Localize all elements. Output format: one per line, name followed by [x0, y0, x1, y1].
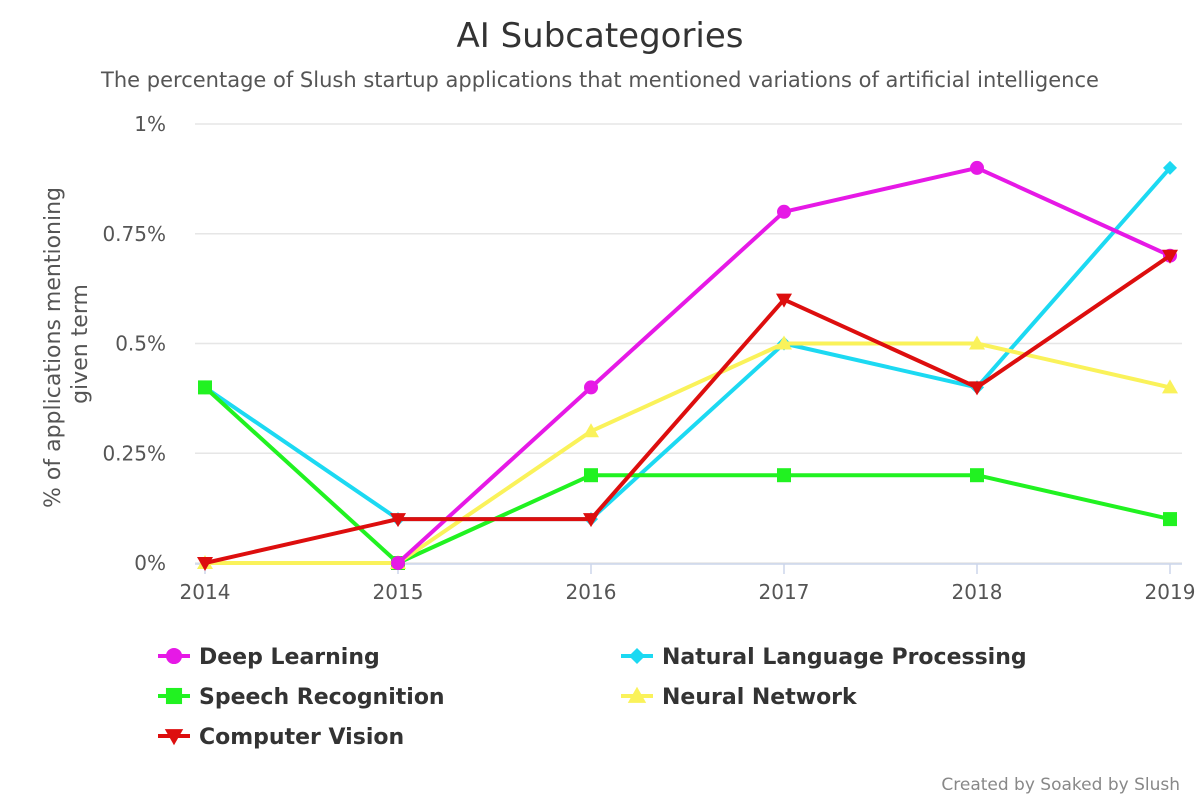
point-deep-learning-2018[interactable] [970, 160, 984, 175]
y-axis-label: % of applications mentioning given term [41, 180, 93, 508]
series-deep-learning [391, 160, 1177, 570]
point-deep-learning-2015[interactable] [391, 556, 405, 570]
series-group [197, 160, 1178, 571]
legend-marker-computer-vision[interactable] [164, 729, 184, 746]
series-line-speech-recognition[interactable] [203, 385, 1172, 565]
legend-marker-neural-network[interactable] [627, 686, 647, 703]
legend-marker-deep-learning[interactable] [165, 647, 183, 665]
point-computer-vision-2018[interactable] [969, 381, 985, 396]
legend-item-natural-language-processing[interactable]: Natural Language Processing [621, 645, 1027, 670]
x-tick-label-5: 2019 [1145, 580, 1196, 604]
legend-item-speech-recognition[interactable]: Speech Recognition [158, 685, 445, 710]
y-tick-label-4: 1% [134, 112, 166, 136]
legend-label-neural-network: Neural Network [662, 685, 858, 710]
point-neural-network-2018[interactable] [969, 335, 985, 350]
legend-item-deep-learning[interactable]: Deep Learning [158, 645, 380, 670]
chart-subtitle: The percentage of Slush startup applicat… [100, 68, 1099, 92]
point-speech-recognition-2016[interactable] [584, 468, 598, 483]
legend: Deep Learning Natural Language Processing… [158, 645, 1027, 750]
y-tick-label-0: 0% [134, 551, 166, 575]
legend-item-computer-vision[interactable]: Computer Vision [158, 725, 404, 750]
legend-label-computer-vision: Computer Vision [199, 725, 404, 750]
legend-label-deep-learning: Deep Learning [199, 645, 380, 670]
x-tick-label-2: 2016 [566, 580, 617, 604]
y-tick-label-3: 0.75% [102, 222, 166, 246]
point-computer-vision-2015[interactable] [390, 513, 406, 528]
y-axis-label-line-1: % of applications mentioning [41, 187, 66, 508]
point-natural-language-processing-2019[interactable] [1163, 160, 1177, 175]
point-neural-network-2017[interactable] [776, 335, 792, 350]
chart-title: AI Subcategories [456, 16, 743, 56]
y-tick-label-2: 0.5% [115, 332, 166, 356]
series-neural-network [197, 335, 1178, 569]
point-computer-vision-2019[interactable] [1162, 249, 1178, 264]
point-computer-vision-2014[interactable] [197, 557, 213, 571]
y-axis-label-line-2: given term [68, 284, 93, 404]
point-deep-learning-2017[interactable] [777, 204, 791, 219]
legend-marker-speech-recognition[interactable] [165, 687, 183, 705]
grid-lines [195, 123, 1182, 564]
series-line-neural-network[interactable] [203, 341, 1172, 565]
series-computer-vision [197, 249, 1178, 571]
point-neural-network-2019[interactable] [1162, 379, 1178, 394]
point-speech-recognition-2017[interactable] [777, 468, 791, 483]
legend-label-natural-language-processing: Natural Language Processing [662, 645, 1027, 670]
series-line-deep-learning[interactable] [396, 165, 1172, 565]
point-computer-vision-2017[interactable] [776, 293, 792, 308]
x-tick-label-0: 2014 [180, 580, 231, 604]
point-speech-recognition-2019[interactable] [1163, 512, 1177, 527]
x-tick-label-1: 2015 [373, 580, 424, 604]
point-computer-vision-2016[interactable] [583, 513, 599, 528]
x-axis: 2014 2015 2016 2017 2018 2019 [180, 563, 1196, 604]
legend-label-speech-recognition: Speech Recognition [199, 685, 445, 710]
x-tick-label-3: 2017 [759, 580, 810, 604]
series-line-computer-vision[interactable] [203, 253, 1172, 565]
legend-item-neural-network[interactable]: Neural Network [621, 685, 858, 710]
legend-marker-natural-language-processing[interactable] [628, 647, 646, 665]
credits-text[interactable]: Created by Soaked by Slush [941, 775, 1180, 795]
x-tick-label-4: 2018 [952, 580, 1003, 604]
y-tick-label-1: 0.25% [102, 441, 166, 465]
point-speech-recognition-2018[interactable] [970, 468, 984, 483]
point-deep-learning-2016[interactable] [584, 380, 598, 395]
point-neural-network-2016[interactable] [583, 423, 599, 438]
y-axis-ticks: 0% 0.25% 0.5% 0.75% 1% [102, 112, 166, 575]
point-speech-recognition-2014[interactable] [198, 380, 212, 395]
